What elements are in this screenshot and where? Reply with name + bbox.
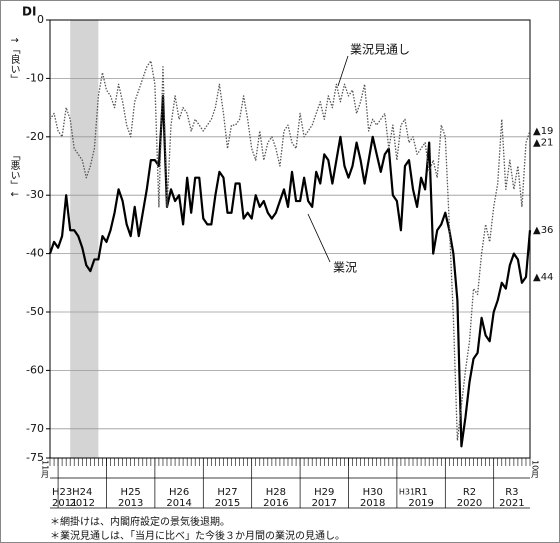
y-axis-label: 「悪い」↓ bbox=[8, 150, 20, 198]
y-tick-label: -20 bbox=[26, 130, 44, 143]
series-line bbox=[49, 60, 531, 442]
end-label: 10月 bbox=[531, 460, 540, 479]
data-label: ▲19 bbox=[533, 126, 553, 137]
series-name: 業況見通し bbox=[350, 42, 410, 57]
year-label: 2018 bbox=[360, 498, 385, 509]
y-tick-label: -10 bbox=[26, 71, 44, 84]
year-label: 2019 bbox=[408, 498, 433, 509]
y-tick-label: -70 bbox=[26, 422, 44, 435]
y-tick-label: -75 bbox=[26, 451, 44, 464]
year-label: 2020 bbox=[457, 498, 482, 509]
era-label: H25 bbox=[121, 487, 141, 498]
y-tick-label: -30 bbox=[26, 188, 44, 201]
note: ＊網掛けは、内閣府設定の景気後退期。 bbox=[50, 515, 230, 528]
data-label: ▲36 bbox=[533, 225, 553, 236]
era-label: H29 bbox=[314, 487, 334, 498]
recession-shade bbox=[70, 20, 99, 458]
data-label: ▲44 bbox=[533, 272, 553, 283]
era-label: H31 bbox=[399, 488, 415, 497]
era-label: H28 bbox=[266, 487, 286, 498]
note: ＊業況見通しは、「当月に比べ」た今後３か月間の業況の見通し。 bbox=[50, 529, 345, 542]
series-name: 業況 bbox=[333, 260, 357, 275]
era-label: R3 bbox=[505, 487, 518, 498]
y-axis-label: ↑「良い」 bbox=[8, 36, 20, 84]
leader bbox=[337, 55, 349, 87]
year-label: 2012 bbox=[70, 498, 95, 509]
y-tick-label: -50 bbox=[26, 305, 44, 318]
year-label: 2013 bbox=[118, 498, 143, 509]
era-label: H30 bbox=[363, 487, 383, 498]
year-label: 2017 bbox=[312, 498, 337, 509]
y-tick-label: 0 bbox=[37, 13, 44, 26]
year-label: 2021 bbox=[499, 498, 524, 509]
start-label: 11月 bbox=[41, 460, 50, 479]
era-label: R1 bbox=[414, 487, 427, 498]
y-tick-label: -60 bbox=[26, 363, 44, 376]
year-label: 2015 bbox=[215, 498, 240, 509]
era-label: R2 bbox=[463, 487, 476, 498]
era-label: H27 bbox=[217, 487, 237, 498]
leader bbox=[307, 213, 331, 263]
year-label: 2016 bbox=[263, 498, 288, 509]
era-label: H26 bbox=[169, 487, 189, 498]
year-label: 2014 bbox=[166, 498, 191, 509]
y-title: DI bbox=[22, 5, 36, 19]
data-label: ▲21 bbox=[533, 138, 553, 149]
year-label: 2011 bbox=[52, 498, 77, 509]
era-label: H24 bbox=[72, 487, 92, 498]
era-label: H23 bbox=[52, 487, 72, 498]
y-tick-label: -40 bbox=[26, 247, 44, 260]
